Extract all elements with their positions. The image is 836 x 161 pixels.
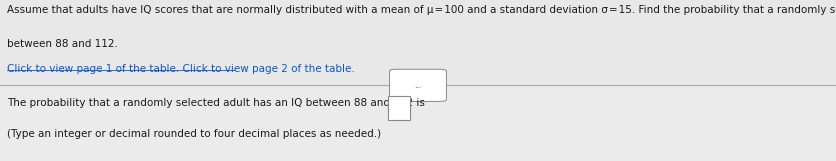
Text: Assume that adults have IQ scores that are normally distributed with a mean of μ: Assume that adults have IQ scores that a… [7, 5, 836, 15]
Text: Click to view page 1 of the table. Click to view page 2 of the table.: Click to view page 1 of the table. Click… [7, 64, 354, 74]
FancyBboxPatch shape [390, 69, 446, 101]
Text: The probability that a randomly selected adult has an IQ between 88 and 112 is: The probability that a randomly selected… [7, 98, 425, 108]
Bar [0, 85, 836, 161]
Text: between 88 and 112.: between 88 and 112. [7, 39, 118, 49]
Bar [0, 0, 836, 85]
Text: (Type an integer or decimal rounded to four decimal places as needed.): (Type an integer or decimal rounded to f… [7, 129, 381, 139]
FancyBboxPatch shape [388, 96, 410, 120]
Text: ...: ... [415, 81, 421, 90]
